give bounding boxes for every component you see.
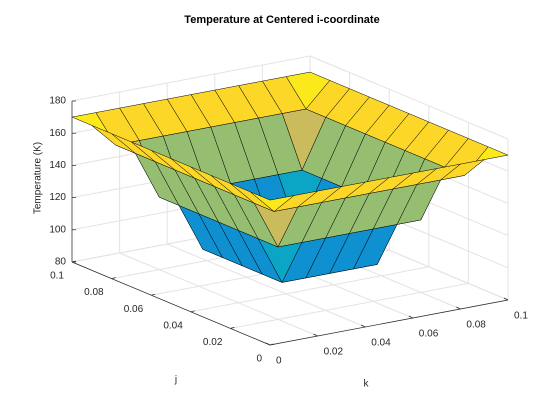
- x-axis-label: k: [364, 379, 370, 390]
- grid-line: [119, 252, 318, 337]
- x-tick-label: 0.04: [371, 338, 391, 349]
- tick-mark: [313, 333, 318, 337]
- z-tick-label: 120: [49, 192, 66, 203]
- x-tick-label: 0.02: [324, 347, 344, 358]
- tick-mark: [456, 306, 461, 310]
- x-tick-label: 0.1: [514, 311, 528, 322]
- y-tick-label: 0.06: [124, 304, 144, 315]
- tick-mark: [408, 315, 413, 319]
- z-tick-label: 100: [49, 224, 66, 235]
- grid-line: [190, 266, 429, 313]
- tick-mark: [230, 327, 235, 329]
- y-tick-label: 0.04: [163, 320, 183, 331]
- tick-mark: [151, 293, 156, 296]
- z-tick-label: 80: [55, 257, 67, 268]
- tick-mark: [503, 297, 509, 301]
- surface: [71, 71, 509, 283]
- grid-line: [309, 55, 509, 140]
- x-axis: [269, 299, 509, 346]
- tick-mark: [269, 343, 275, 346]
- tick-mark: [71, 260, 77, 263]
- y-tick-label: 0.02: [203, 337, 223, 348]
- chart-title: Temperature at Centered i-coordinate: [184, 14, 379, 26]
- y-axis-label: j: [174, 375, 177, 386]
- y-tick-label: 0.1: [50, 271, 64, 282]
- z-tick-label: 160: [49, 128, 66, 139]
- axes: 80 100 120 140 160 180 0 0.02 0.04 0.06 0.08 0.1 0 0.…: [49, 96, 528, 367]
- tick-mark: [190, 310, 195, 313]
- tick-mark: [111, 277, 116, 279]
- z-axis-label: Temperature (K): [33, 142, 44, 214]
- x-tick-label: 0.06: [419, 329, 439, 340]
- tick-mark: [265, 342, 271, 346]
- tick-mark: [361, 324, 366, 328]
- grid-line: [71, 55, 311, 102]
- x-tick-label: 0: [276, 356, 282, 367]
- y-tick-label: 0: [256, 354, 262, 365]
- z-tick-label: 180: [49, 96, 66, 107]
- y-axis: [71, 261, 271, 346]
- x-tick-label: 0.08: [466, 320, 486, 331]
- surface-cell: [249, 191, 295, 212]
- grid-line: [167, 243, 366, 328]
- z-tick-label: 140: [49, 160, 66, 171]
- grid-line: [230, 282, 469, 329]
- y-tick-label: 0.08: [84, 287, 104, 298]
